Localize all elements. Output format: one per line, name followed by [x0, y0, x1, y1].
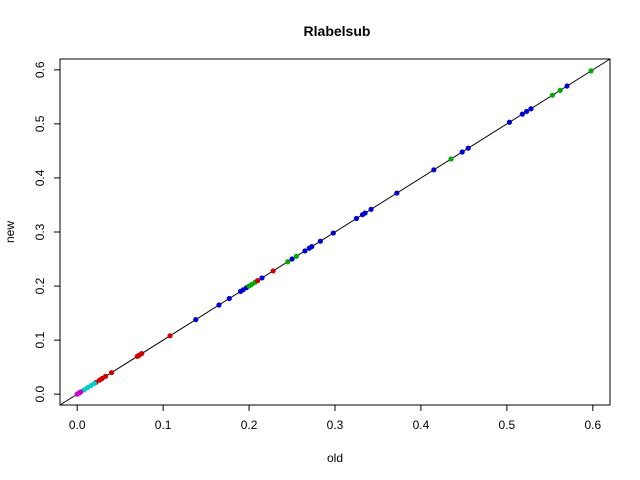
x-tick-label: 0.2: [241, 418, 258, 432]
data-point: [91, 380, 97, 386]
y-tick-label: 0.6: [33, 61, 47, 78]
data-point: [448, 156, 454, 162]
data-point: [255, 278, 261, 284]
x-axis: 0.0 0.1 0.2 0.3 0.4 0.5 0.6: [69, 404, 601, 432]
data-point: [549, 92, 556, 98]
data-point: [167, 333, 173, 339]
data-point: [394, 190, 400, 196]
data-point: [102, 373, 109, 379]
data-point: [78, 389, 84, 395]
x-tick-label: 0.1: [155, 418, 172, 432]
x-tick-label: 0.3: [327, 418, 344, 432]
data-point: [564, 83, 570, 89]
x-tick-label: 0.6: [584, 418, 601, 432]
y-tick-label: 0.1: [33, 331, 47, 348]
chart-title: Rlabelsub: [304, 23, 371, 39]
data-point: [330, 230, 336, 236]
data-point: [289, 256, 295, 262]
data-point: [459, 149, 465, 155]
y-tick-label: 0.5: [33, 115, 47, 132]
data-point: [108, 369, 115, 376]
data-point: [524, 108, 530, 115]
data-point: [270, 268, 276, 274]
data-point: [506, 119, 513, 125]
y-axis: 0.0 0.1 0.2 0.3 0.4 0.5 0.6: [33, 61, 61, 403]
data-point: [431, 167, 437, 173]
data-point: [226, 295, 232, 302]
data-point: [193, 316, 199, 323]
data-point: [362, 210, 368, 216]
data-point: [139, 351, 145, 357]
y-tick-label: 0.2: [33, 277, 47, 294]
data-point: [309, 243, 315, 250]
data-point: [302, 248, 308, 254]
data-point: [293, 253, 299, 259]
y-tick-label: 0.4: [33, 169, 47, 186]
data-point: [216, 302, 222, 308]
y-tick-label: 0.3: [33, 223, 47, 240]
data-point: [519, 111, 525, 117]
data-point: [353, 215, 360, 222]
data-points: [74, 68, 594, 397]
data-point: [588, 68, 594, 74]
data-point: [557, 87, 563, 93]
data-point: [259, 275, 265, 281]
plot-area: [59, 58, 611, 406]
x-axis-label: old: [327, 451, 343, 465]
x-tick-label: 0.0: [69, 418, 86, 432]
data-point: [317, 238, 323, 244]
data-point: [528, 106, 534, 112]
data-point: [465, 145, 471, 151]
x-tick-label: 0.5: [499, 418, 516, 432]
data-point: [285, 259, 291, 265]
data-point: [368, 206, 374, 212]
x-tick-label: 0.4: [413, 418, 430, 432]
y-axis-label: new: [3, 221, 17, 243]
y-tick-label: 0.0: [33, 386, 47, 403]
